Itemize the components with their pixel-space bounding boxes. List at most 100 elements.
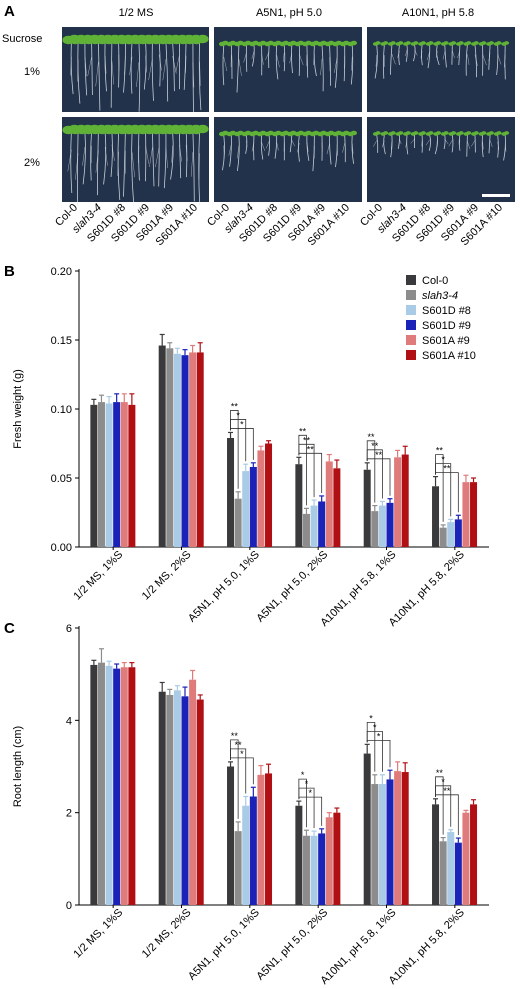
seedling-root: [245, 44, 248, 72]
significance-mark: **: [375, 450, 383, 460]
seedling-lateral-root: [192, 62, 195, 88]
bar: [128, 667, 136, 905]
seedling-leaf: [428, 41, 434, 45]
bar: [378, 784, 386, 905]
bar: [302, 835, 310, 905]
bar: [333, 468, 341, 547]
bar: [318, 833, 326, 905]
seedling-lateral-root: [299, 54, 304, 66]
seedling-lateral-root: [198, 153, 200, 180]
scale-bar: [482, 194, 510, 197]
seedling-leaf: [405, 131, 411, 135]
row-label-2: 2%: [24, 157, 40, 169]
seedling-root: [465, 44, 468, 76]
seedling-root: [283, 44, 286, 72]
bar: [394, 771, 402, 905]
significance-mark: **: [303, 435, 311, 445]
seedling-lateral-root: [261, 142, 266, 152]
bar: [120, 402, 128, 547]
bar: [90, 664, 98, 905]
significance-mark: **: [367, 432, 375, 442]
seedling-root: [123, 130, 126, 197]
significance-bracket: [435, 463, 452, 517]
seedling-lateral-root: [84, 57, 87, 77]
seedling-leaf: [451, 41, 457, 45]
seedling-lateral-root: [467, 54, 470, 65]
plate-background: [214, 117, 362, 202]
significance-mark: **: [371, 441, 379, 451]
significance-mark: **: [307, 444, 315, 454]
bar: [113, 668, 121, 905]
significance-bracket: [435, 785, 452, 827]
seedling-leaf: [350, 130, 358, 136]
significance-mark: *: [240, 419, 244, 429]
significance-mark: *: [240, 749, 244, 759]
seedling-root: [434, 134, 438, 155]
seedling-lateral-root: [306, 54, 308, 67]
seedling-lateral-root: [223, 56, 228, 72]
seedling-root: [488, 134, 491, 154]
seedling-leaf: [481, 131, 487, 135]
bar: [97, 662, 105, 906]
seedling-root: [229, 134, 232, 167]
seedling-lateral-root: [291, 140, 296, 147]
seedling-root: [110, 40, 113, 108]
significance-mark: *: [305, 779, 309, 789]
seedling-lateral-root: [375, 55, 378, 67]
seedling-root: [236, 44, 240, 93]
seedling-root: [131, 130, 134, 203]
bar: [401, 772, 409, 905]
seedling-root: [103, 130, 107, 185]
bar: [265, 773, 273, 905]
seedling-leaf: [375, 131, 381, 135]
seedling-root: [158, 130, 160, 187]
seedling-leaf: [350, 40, 358, 46]
seedling-lateral-root: [426, 51, 430, 61]
seedling-leaf: [398, 131, 404, 135]
bar: [249, 796, 257, 905]
significance-mark: *: [441, 777, 445, 787]
seedling-lateral-root: [190, 152, 194, 177]
seedling-lateral-root: [414, 49, 418, 56]
bar: [242, 805, 250, 905]
seedling-root: [97, 130, 99, 196]
seedling-leaf: [451, 131, 457, 135]
seedling-lateral-root: [410, 138, 415, 144]
seedling-lateral-root: [111, 144, 115, 161]
seedling-lateral-root: [442, 51, 446, 60]
bar: [227, 766, 235, 905]
x-tick-label: 1/2 MS, 1%S: [71, 907, 125, 961]
seedling-lateral-root: [425, 139, 430, 146]
seedling-lateral-root: [111, 60, 114, 85]
significance-bracket: [230, 428, 254, 460]
bar: [105, 403, 113, 547]
significance-bracket: [230, 419, 247, 462]
seedling-root: [451, 134, 454, 153]
y-tick-label: 6: [66, 623, 72, 635]
seedling-lateral-root: [228, 144, 232, 156]
seedling-lateral-root: [145, 55, 148, 73]
seedling-root: [274, 134, 278, 159]
bar: [371, 511, 379, 547]
seedling-lateral-root: [373, 140, 378, 147]
seedling-root: [198, 130, 201, 206]
seedling-lateral-root: [497, 53, 502, 65]
seedling-root: [496, 44, 499, 75]
bar: [454, 842, 462, 905]
plate-background: [367, 27, 515, 112]
seedling-root: [104, 40, 107, 92]
plate-photo: [367, 27, 515, 112]
seedling-root: [70, 130, 73, 194]
seedling-lateral-root: [504, 55, 506, 68]
bar: [181, 355, 189, 547]
seedling-lateral-root: [265, 141, 270, 149]
seedling-lateral-root: [435, 50, 438, 59]
seedling-lateral-root: [405, 140, 408, 148]
significance-mark: **: [299, 426, 307, 436]
bar: [295, 805, 303, 905]
seedling-leaf: [375, 41, 381, 45]
seedling-root: [313, 44, 317, 77]
bar: [363, 469, 371, 547]
seedling-root: [268, 44, 270, 69]
significance-bracket: [298, 796, 323, 826]
